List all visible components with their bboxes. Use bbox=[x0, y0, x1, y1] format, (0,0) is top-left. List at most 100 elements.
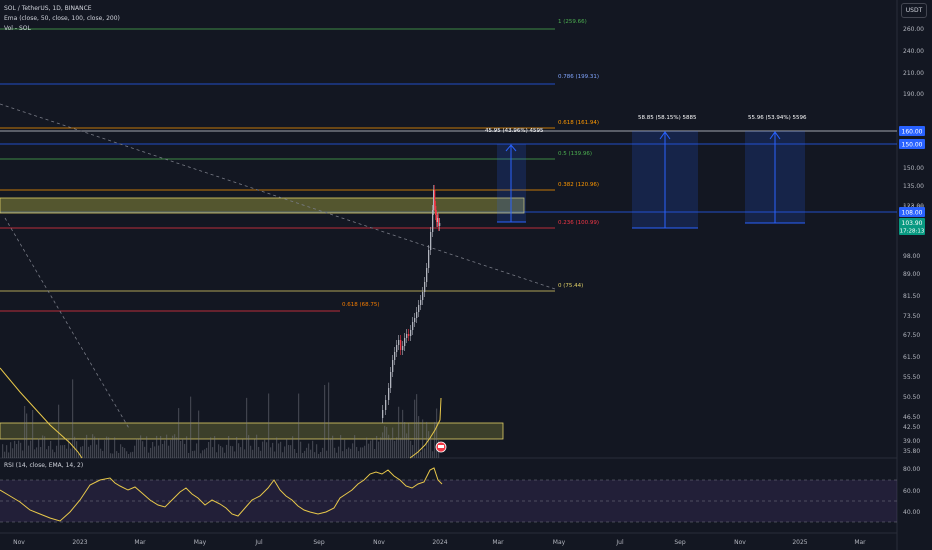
candle-body[interactable] bbox=[433, 190, 435, 210]
candle-body[interactable] bbox=[418, 305, 420, 312]
volume-bar bbox=[236, 436, 238, 458]
volume-bar bbox=[402, 409, 404, 458]
ema-legend[interactable]: Ema (close, 50, close, 100, close, 200) bbox=[4, 15, 120, 22]
fib-label-0786: 0.786 (199.31) bbox=[558, 74, 599, 80]
volume-bar bbox=[32, 409, 34, 458]
candle-body[interactable] bbox=[406, 334, 408, 338]
volume-bar bbox=[210, 437, 212, 458]
volume-bar bbox=[140, 435, 142, 458]
price-axis-label: 35.80 bbox=[903, 448, 920, 455]
candle-body[interactable] bbox=[436, 215, 438, 222]
candle-body[interactable] bbox=[388, 388, 390, 400]
volume-bar bbox=[214, 436, 216, 458]
volume-bar bbox=[346, 449, 348, 458]
volume-bar bbox=[310, 449, 312, 458]
volume-bar bbox=[14, 440, 16, 458]
volume-bar bbox=[156, 435, 158, 458]
rsi-line[interactable] bbox=[0, 467, 443, 522]
candle-body[interactable] bbox=[382, 410, 384, 418]
volume-bar bbox=[22, 450, 24, 458]
volume-bar bbox=[344, 439, 346, 458]
ema-line-right[interactable] bbox=[409, 397, 442, 459]
volume-bar bbox=[392, 427, 394, 458]
candle-body[interactable] bbox=[402, 346, 404, 350]
candle-body[interactable] bbox=[412, 322, 414, 330]
candle-body[interactable] bbox=[408, 334, 410, 336]
candle-body[interactable] bbox=[437, 218, 439, 222]
volume-bar bbox=[126, 451, 128, 458]
volume-bar bbox=[84, 439, 86, 458]
volume-bar bbox=[396, 437, 398, 458]
volume-bar bbox=[134, 445, 136, 458]
rsi-legend[interactable]: RSI (14, close, EMA, 14, 2) bbox=[4, 462, 83, 469]
candle-body[interactable] bbox=[424, 282, 426, 292]
volume-bar bbox=[212, 447, 214, 458]
candle-body[interactable] bbox=[385, 400, 387, 410]
volume-bar bbox=[166, 434, 168, 458]
candle-body[interactable] bbox=[428, 250, 430, 268]
volume-bar bbox=[386, 426, 388, 458]
symbol-legend[interactable]: SOL / TetherUS, 1D, BINANCE bbox=[4, 5, 92, 12]
candle-body[interactable] bbox=[410, 330, 412, 336]
price-tag-108 bbox=[899, 207, 925, 217]
downtrend-line[interactable] bbox=[0, 103, 556, 290]
price-axis[interactable]: 260.00 240.00 210.00 190.00 150.00 135.00 123.… bbox=[903, 26, 924, 455]
candle-body[interactable] bbox=[438, 218, 440, 226]
volume-bar bbox=[278, 443, 280, 458]
volume-bar bbox=[170, 439, 172, 458]
volume-legend[interactable]: Vol - SOL bbox=[4, 25, 31, 32]
volume-bar bbox=[332, 435, 334, 458]
volume-bar bbox=[72, 379, 74, 458]
candle-body[interactable] bbox=[394, 352, 396, 360]
volume-bar bbox=[288, 445, 290, 458]
volume-bar bbox=[400, 437, 402, 458]
price-axis-label: 98.00 bbox=[903, 253, 920, 260]
candle-body[interactable] bbox=[414, 318, 416, 322]
resistance-zone[interactable] bbox=[0, 197, 525, 214]
dashed-line-left[interactable] bbox=[4, 217, 131, 431]
candle-body[interactable] bbox=[430, 232, 432, 250]
candle-body[interactable] bbox=[404, 338, 406, 346]
volume-bar bbox=[18, 440, 20, 458]
candle-body[interactable] bbox=[435, 206, 437, 215]
candle-body[interactable] bbox=[432, 210, 434, 232]
volume-bar bbox=[360, 447, 362, 458]
fib-label-1: 1 (259.66) bbox=[558, 19, 587, 25]
fib-label-0618-lower: 0.618 (68.75) bbox=[342, 302, 380, 308]
price-axis-label: 89.00 bbox=[903, 271, 920, 278]
candle-body[interactable] bbox=[398, 340, 400, 345]
currency-button[interactable]: USDT bbox=[901, 3, 927, 18]
support-zone[interactable] bbox=[0, 422, 504, 440]
volume-bar bbox=[334, 447, 336, 458]
candle-body[interactable] bbox=[390, 372, 392, 388]
candle-body[interactable] bbox=[439, 223, 441, 226]
projection-1[interactable] bbox=[497, 144, 526, 223]
volume-bar bbox=[416, 394, 418, 458]
candles[interactable] bbox=[382, 185, 441, 423]
time-axis[interactable]: Nov 2023 Mar May Jul Sep Nov 2024 Mar May Jul Sep No… bbox=[13, 539, 866, 546]
candle-body[interactable] bbox=[416, 312, 418, 318]
price-axis-label: 46.50 bbox=[903, 414, 920, 421]
candle-body[interactable] bbox=[396, 345, 398, 352]
volume-bar bbox=[130, 452, 132, 458]
projection-2[interactable] bbox=[632, 131, 698, 229]
projection-3[interactable] bbox=[745, 131, 805, 224]
volume-bar bbox=[114, 437, 116, 458]
ema-line-left[interactable] bbox=[0, 367, 83, 459]
candle-body[interactable] bbox=[426, 268, 428, 282]
fib-label-0236: 0.236 (100.99) bbox=[558, 220, 599, 226]
time-axis-label: Nov bbox=[13, 539, 25, 546]
price-axis-label: 123.00 bbox=[903, 203, 924, 210]
volume-bar bbox=[320, 452, 322, 458]
volume-bar bbox=[176, 437, 178, 458]
volume-bar bbox=[242, 439, 244, 458]
candle-body[interactable] bbox=[420, 300, 422, 305]
volume-bar bbox=[318, 453, 320, 458]
candle-body[interactable] bbox=[392, 360, 394, 372]
candle-body[interactable] bbox=[434, 190, 436, 206]
volume-bar bbox=[384, 425, 386, 458]
candle-body[interactable] bbox=[422, 292, 424, 300]
candle-body[interactable] bbox=[400, 340, 402, 350]
volume-bar bbox=[86, 434, 88, 458]
